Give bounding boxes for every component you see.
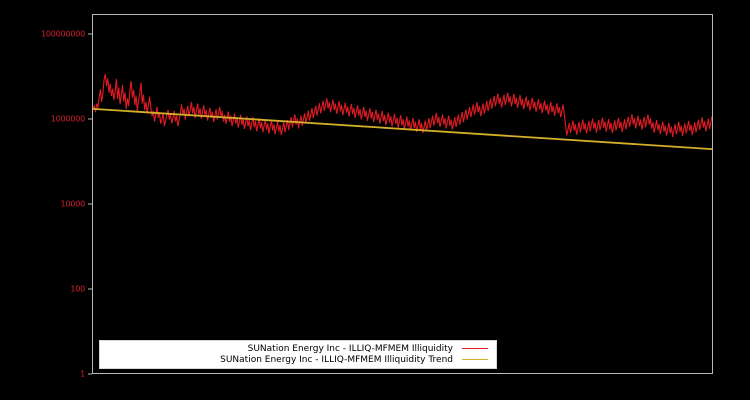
y-axis-tick-mark [88,33,92,35]
legend-swatch-illiquidity-trend [462,359,488,360]
y-axis: 100000000 1000000 10000 100 1 [0,14,92,379]
legend-label-illiquidity-trend: SUNation Energy Inc - ILLIQ-MFMEM Illiqu… [220,354,453,365]
legend-label-illiquidity: SUNation Energy Inc - ILLIQ-MFMEM Illiqu… [247,343,453,354]
chart-legend: SUNation Energy Inc - ILLIQ-MFMEM Illiqu… [99,340,497,369]
y-axis-tick-mark [88,203,92,205]
y-axis-tick-label: 1000000 [50,114,85,124]
y-axis-tick-mark [88,288,92,290]
plot-svg [93,73,712,151]
y-axis-tick-label: 100 [70,284,85,294]
legend-swatch-illiquidity [462,348,488,349]
legend-item-illiquidity: SUNation Energy Inc - ILLIQ-MFMEM Illiqu… [106,343,490,354]
y-axis-tick-mark [88,118,92,120]
y-axis-tick-label: 10000 [60,199,86,209]
y-axis-tick-label: 100000000 [40,29,85,39]
y-axis-tick-mark [88,373,92,375]
plot-area [92,14,713,374]
illiquidity-trend-line [93,107,712,151]
y-axis-tick-label: 1 [80,369,85,379]
legend-item-illiquidity-trend: SUNation Energy Inc - ILLIQ-MFMEM Illiqu… [106,354,490,365]
illiquidity-series-line [93,73,712,137]
